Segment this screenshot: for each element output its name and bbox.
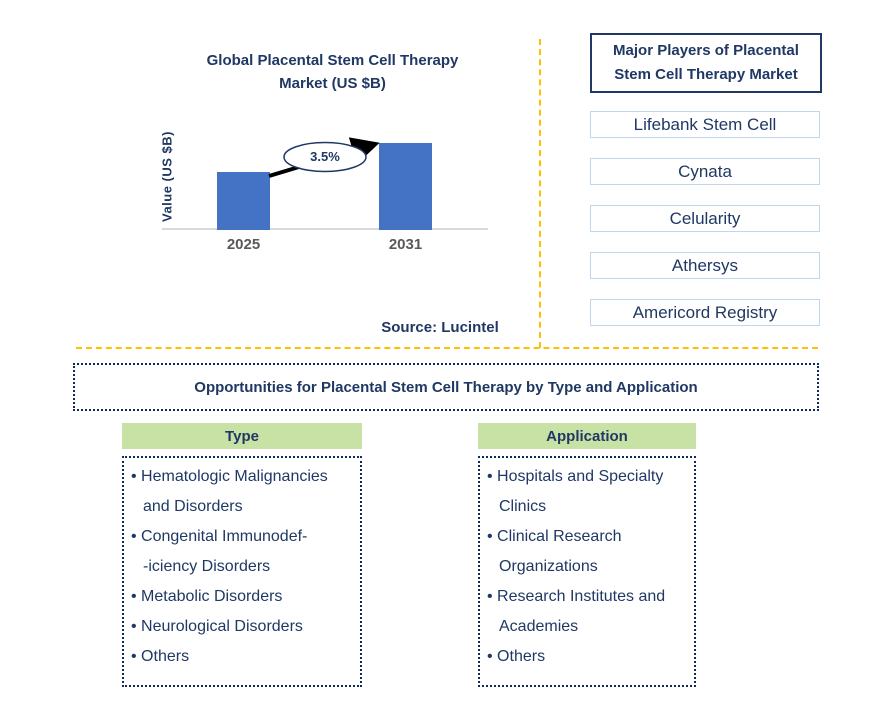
player-item: Celularity — [590, 205, 820, 232]
growth-arrow-graphic — [268, 137, 380, 178]
player-item: Cynata — [590, 158, 820, 185]
list-line: Clinics — [499, 498, 547, 515]
list-line: • Metabolic Disorders — [131, 588, 283, 605]
type-list: • Hematologic Malignancies and Disorders •… — [122, 456, 362, 687]
list-line: • Others — [487, 648, 546, 665]
players-panel-title: Major Players of Placental Stem Cell The… — [590, 33, 822, 93]
bar-2025 — [217, 172, 270, 230]
x-tick-2031: 2031 — [388, 236, 423, 253]
chart-title: Global Placental Stem Cell Therapy Marke… — [135, 49, 530, 95]
list-line: • Clinical Research — [487, 528, 622, 545]
vertical-divider — [539, 39, 541, 348]
list-line: • Hematologic Malignancies — [131, 468, 328, 485]
player-item: Americord Registry — [590, 299, 820, 326]
chart-title-line2: Market (US $B) — [279, 75, 386, 92]
bar-2031 — [379, 143, 432, 230]
list-line: -iciency Disorders — [143, 558, 271, 575]
x-axis-line — [162, 228, 488, 230]
growth-rate-label: 3.5% — [310, 149, 340, 164]
chart-title-line1: Global Placental Stem Cell Therapy — [206, 52, 459, 69]
market-chart: Global Placental Stem Cell Therapy Marke… — [0, 0, 550, 360]
player-item: Lifebank Stem Cell — [590, 111, 820, 138]
application-header: Application — [478, 423, 696, 449]
list-line: • Research Institutes and — [487, 588, 666, 605]
player-item: Athersys — [590, 252, 820, 279]
source-note: Source: Lucintel — [381, 319, 499, 336]
horizontal-divider — [76, 347, 818, 349]
application-list: • Hospitals and Specialty Clinics • Clinic… — [478, 456, 696, 687]
list-line: • Hospitals and Specialty — [487, 468, 664, 485]
list-line: • Congenital Immunodef- — [131, 528, 308, 545]
list-line: • Neurological Disorders — [131, 618, 303, 635]
growth-ellipse — [283, 141, 367, 173]
opportunities-banner: Opportunities for Placental Stem Cell Th… — [73, 363, 819, 411]
type-header: Type — [122, 423, 362, 449]
list-line: Academies — [499, 618, 579, 635]
list-line: Organizations — [499, 558, 598, 575]
list-line: and Disorders — [143, 498, 243, 515]
list-line: • Others — [131, 648, 190, 665]
x-tick-2025: 2025 — [226, 236, 261, 253]
